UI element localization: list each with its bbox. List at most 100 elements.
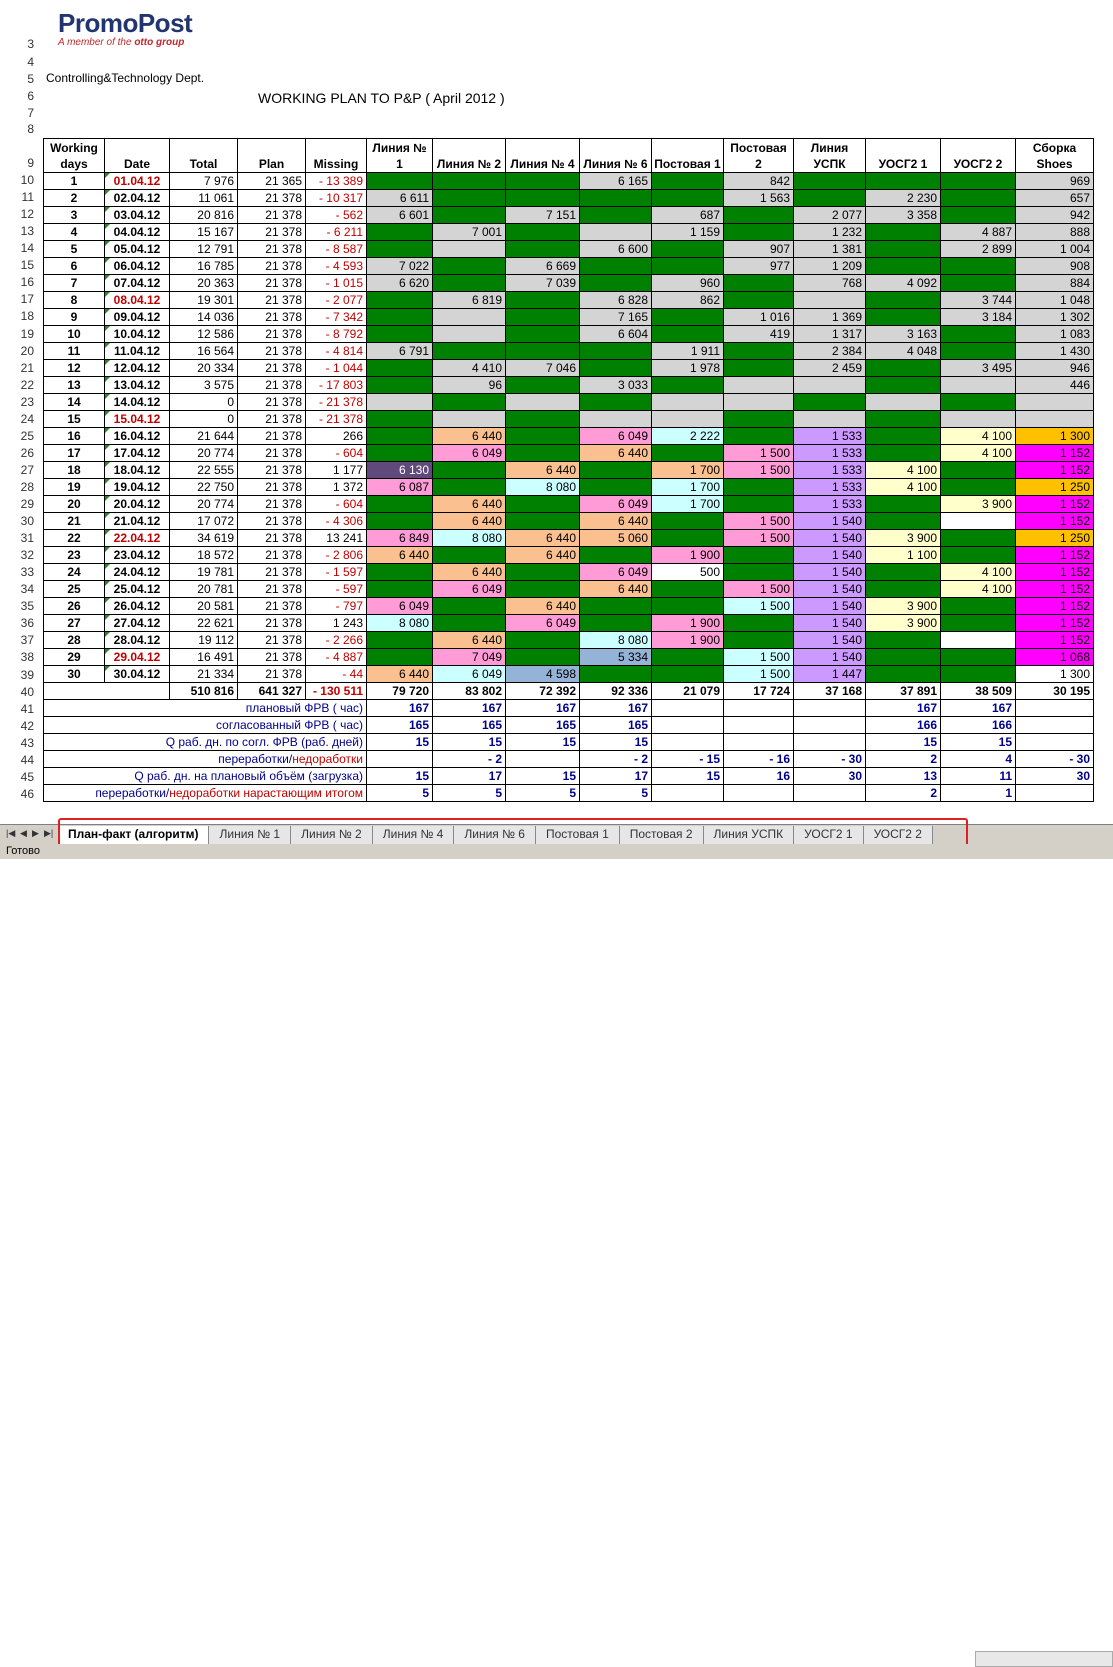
line-value-cell[interactable]: 884 xyxy=(1015,274,1094,292)
plan-cell[interactable]: 21 378 xyxy=(237,665,306,683)
date-cell[interactable]: 03.04.12 xyxy=(104,206,170,224)
summary-value-cell[interactable]: 166 xyxy=(940,716,1016,734)
line-value-cell[interactable] xyxy=(723,342,794,360)
line-value-cell[interactable]: 4 100 xyxy=(865,461,941,479)
line-value-cell[interactable]: 8 080 xyxy=(505,478,580,496)
line-value-cell[interactable] xyxy=(940,512,1016,530)
line-value-cell[interactable]: 1 369 xyxy=(793,308,866,326)
summary-label[interactable]: переработки/недоработки xyxy=(43,750,367,768)
total-cell[interactable]: 20 816 xyxy=(169,206,238,224)
line-value-cell[interactable] xyxy=(651,512,724,530)
summary-value-cell[interactable] xyxy=(793,733,866,751)
row-number[interactable]: 39 xyxy=(20,667,34,682)
working-day-cell[interactable]: 5 xyxy=(43,240,105,258)
working-day-cell[interactable]: 8 xyxy=(43,291,105,309)
line-value-cell[interactable]: 1 083 xyxy=(1015,325,1094,343)
line-value-cell[interactable]: 1 430 xyxy=(1015,342,1094,360)
line-value-cell[interactable] xyxy=(940,274,1016,292)
plan-cell[interactable]: 21 378 xyxy=(237,359,306,377)
line-value-cell[interactable]: 4 598 xyxy=(505,665,580,683)
sheet-tab[interactable]: Линия № 1 xyxy=(209,826,292,844)
line-value-cell[interactable]: 960 xyxy=(651,274,724,292)
plan-cell[interactable]: 21 378 xyxy=(237,376,306,394)
line-value-cell[interactable]: 1 540 xyxy=(793,580,866,598)
line-value-cell[interactable] xyxy=(366,495,433,513)
line-value-cell[interactable]: 1 540 xyxy=(793,546,866,564)
summary-value-cell[interactable]: 15 xyxy=(865,733,941,751)
working-day-cell[interactable]: 1 xyxy=(43,172,105,190)
summary-value-cell[interactable]: 15 xyxy=(651,767,724,785)
total-cell[interactable]: 20 774 xyxy=(169,444,238,462)
summary-value-cell[interactable]: 5 xyxy=(366,784,433,802)
horizontal-scrollbar[interactable] xyxy=(975,1651,1113,1667)
row-number[interactable]: 17 xyxy=(20,292,34,307)
line-value-cell[interactable]: 1 302 xyxy=(1015,308,1094,326)
total-cell[interactable]: 20 334 xyxy=(169,359,238,377)
summary-value-cell[interactable]: 167 xyxy=(865,699,941,717)
working-day-cell[interactable]: 2 xyxy=(43,189,105,207)
line-value-cell[interactable]: 6 440 xyxy=(505,546,580,564)
line-value-cell[interactable] xyxy=(432,189,506,207)
line-value-cell[interactable] xyxy=(366,359,433,377)
working-day-cell[interactable]: 28 xyxy=(43,631,105,649)
total-cell[interactable]: 11 061 xyxy=(169,189,238,207)
line-value-cell[interactable]: 1 500 xyxy=(723,648,794,666)
line-value-cell[interactable] xyxy=(940,376,1016,394)
line-value-cell[interactable] xyxy=(1015,393,1094,411)
working-day-cell[interactable]: 29 xyxy=(43,648,105,666)
line-value-cell[interactable]: 6 601 xyxy=(366,206,433,224)
row-number[interactable]: 13 xyxy=(20,224,34,239)
line-value-cell[interactable]: 419 xyxy=(723,325,794,343)
line-value-cell[interactable] xyxy=(865,223,941,241)
line-value-cell[interactable]: 2 077 xyxy=(793,206,866,224)
line-value-cell[interactable] xyxy=(505,393,580,411)
row-number[interactable]: 9 xyxy=(27,156,34,170)
line-value-cell[interactable]: 6 440 xyxy=(579,512,652,530)
total-cell[interactable]: 7 976 xyxy=(169,172,238,190)
sheet-tab[interactable]: Линия № 6 xyxy=(454,826,536,844)
summary-value-cell[interactable] xyxy=(793,716,866,734)
date-cell[interactable]: 11.04.12 xyxy=(104,342,170,360)
line-value-cell[interactable] xyxy=(579,393,652,411)
line-sum-cell[interactable]: 38 509 xyxy=(940,682,1016,700)
summary-value-cell[interactable]: 2 xyxy=(865,784,941,802)
line-value-cell[interactable]: 1 900 xyxy=(651,546,724,564)
date-cell[interactable]: 19.04.12 xyxy=(104,478,170,496)
line-value-cell[interactable]: 969 xyxy=(1015,172,1094,190)
summary-value-cell[interactable]: 15 xyxy=(505,767,580,785)
total-cell[interactable]: 16 491 xyxy=(169,648,238,666)
line-value-cell[interactable]: 4 410 xyxy=(432,359,506,377)
line-value-cell[interactable]: 4 100 xyxy=(940,427,1016,445)
line-value-cell[interactable] xyxy=(366,291,433,309)
summary-label[interactable]: согласованный ФРВ ( час) xyxy=(43,716,367,734)
plan-cell[interactable]: 21 378 xyxy=(237,393,306,411)
line-value-cell[interactable]: 1 152 xyxy=(1015,563,1094,581)
working-day-cell[interactable]: 4 xyxy=(43,223,105,241)
total-cell[interactable]: 20 774 xyxy=(169,495,238,513)
summary-value-cell[interactable]: 15 xyxy=(579,733,652,751)
line-value-cell[interactable] xyxy=(940,461,1016,479)
plan-cell[interactable]: 21 378 xyxy=(237,546,306,564)
line-value-cell[interactable] xyxy=(651,308,724,326)
line-value-cell[interactable]: 768 xyxy=(793,274,866,292)
date-cell[interactable]: 20.04.12 xyxy=(104,495,170,513)
line-value-cell[interactable]: 1 700 xyxy=(651,478,724,496)
row-number[interactable]: 25 xyxy=(20,428,34,443)
missing-cell[interactable]: - 1 015 xyxy=(305,274,367,292)
total-cell[interactable]: 3 575 xyxy=(169,376,238,394)
working-day-cell[interactable]: 18 xyxy=(43,461,105,479)
line-value-cell[interactable] xyxy=(651,444,724,462)
plan-cell[interactable]: 21 378 xyxy=(237,257,306,275)
line-value-cell[interactable]: 1 100 xyxy=(865,546,941,564)
working-day-cell[interactable]: 3 xyxy=(43,206,105,224)
sheet-tab[interactable]: УОСГ2 2 xyxy=(863,826,933,844)
row-number[interactable]: 4 xyxy=(27,55,34,69)
working-day-cell[interactable]: 17 xyxy=(43,444,105,462)
line-value-cell[interactable]: 3 358 xyxy=(865,206,941,224)
line-value-cell[interactable]: 1 540 xyxy=(793,563,866,581)
line-value-cell[interactable]: 6 440 xyxy=(432,427,506,445)
plan-cell[interactable]: 21 378 xyxy=(237,648,306,666)
row-number[interactable]: 31 xyxy=(20,531,34,546)
summary-value-cell[interactable]: 30 xyxy=(1015,767,1094,785)
line-value-cell[interactable]: 2 899 xyxy=(940,240,1016,258)
